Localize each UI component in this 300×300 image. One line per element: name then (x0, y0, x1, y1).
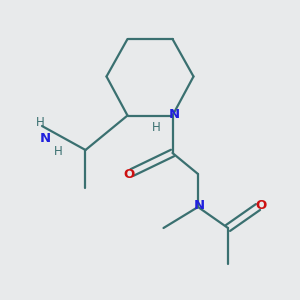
Text: N: N (194, 199, 205, 212)
Text: H: H (152, 121, 160, 134)
Text: H: H (36, 116, 45, 130)
Text: N: N (40, 131, 51, 145)
Text: O: O (255, 199, 267, 212)
Text: H: H (54, 145, 63, 158)
Text: O: O (123, 167, 135, 181)
Text: N: N (168, 107, 180, 121)
